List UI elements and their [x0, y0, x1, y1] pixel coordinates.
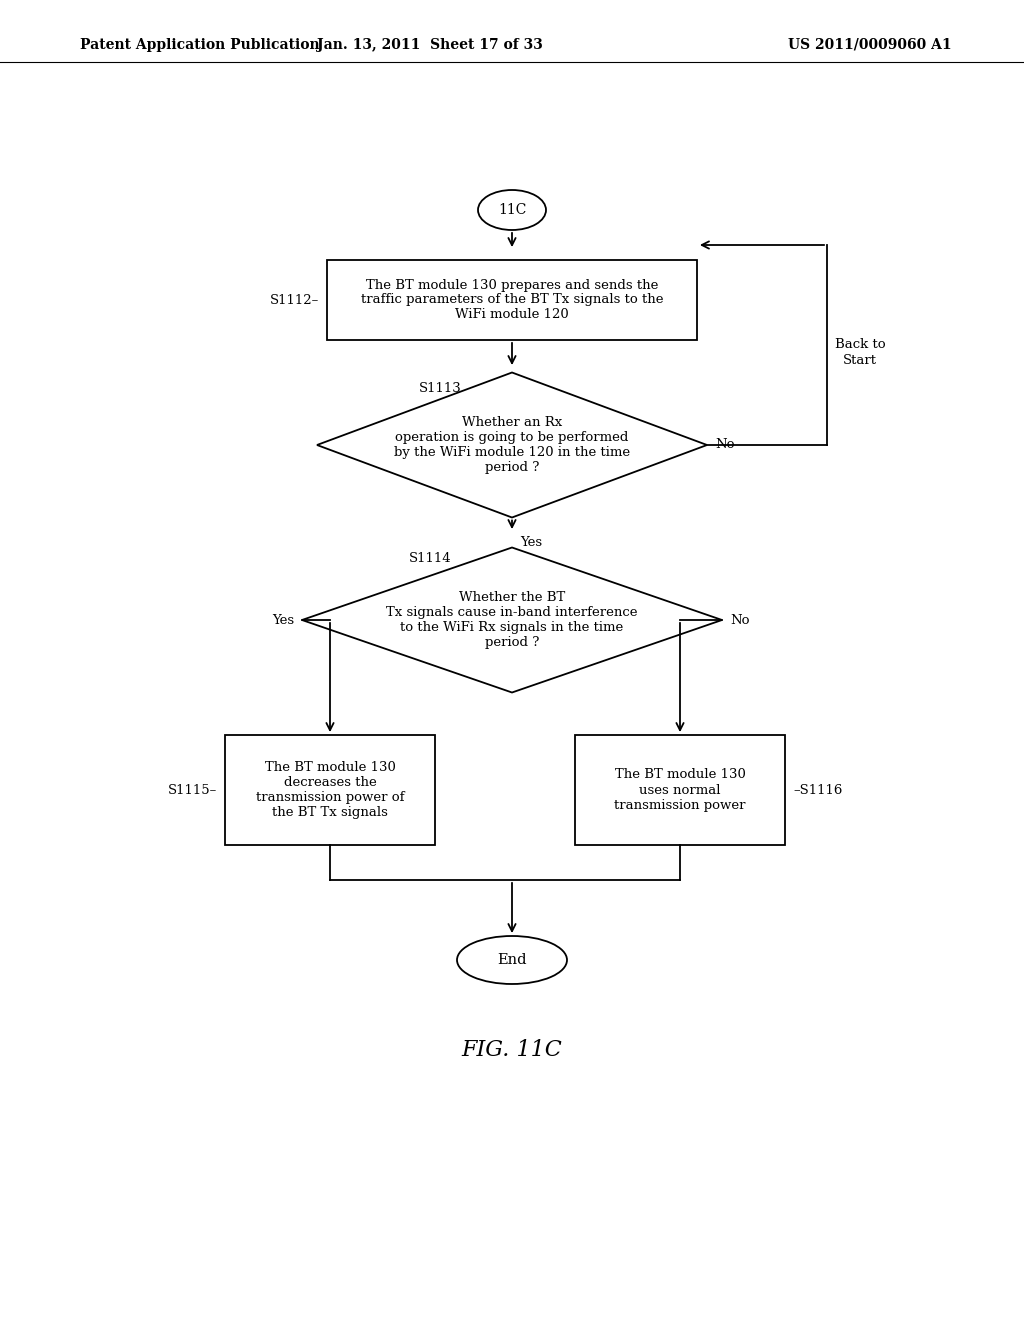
Polygon shape [317, 372, 707, 517]
Bar [225, 735, 435, 845]
Text: The BT module 130 prepares and sends the
traffic parameters of the BT Tx signals: The BT module 130 prepares and sends the… [360, 279, 664, 322]
Text: Yes: Yes [272, 614, 294, 627]
Text: US 2011/0009060 A1: US 2011/0009060 A1 [788, 38, 952, 51]
Text: Whether an Rx
operation is going to be performed
by the WiFi module 120 in the t: Whether an Rx operation is going to be p… [394, 416, 630, 474]
Text: The BT module 130
uses normal
transmission power: The BT module 130 uses normal transmissi… [614, 768, 745, 812]
Text: FIG. 11C: FIG. 11C [462, 1039, 562, 1061]
Text: S1113: S1113 [419, 383, 462, 396]
Bar [327, 260, 697, 341]
Text: End: End [498, 953, 526, 968]
Text: Whether the BT
Tx signals cause in-band interference
to the WiFi Rx signals in t: Whether the BT Tx signals cause in-band … [386, 591, 638, 649]
Text: S1114: S1114 [410, 553, 452, 565]
Text: Back to
Start: Back to Start [835, 338, 886, 367]
Text: No: No [730, 614, 750, 627]
Text: Yes: Yes [520, 536, 542, 549]
Bar [575, 735, 785, 845]
Text: Patent Application Publication: Patent Application Publication [80, 38, 319, 51]
Text: Jan. 13, 2011  Sheet 17 of 33: Jan. 13, 2011 Sheet 17 of 33 [317, 38, 543, 51]
Text: 11C: 11C [498, 203, 526, 216]
Text: The BT module 130
decreases the
transmission power of
the BT Tx signals: The BT module 130 decreases the transmis… [256, 762, 404, 818]
Text: S1115–: S1115– [168, 784, 217, 796]
Text: No: No [715, 438, 734, 451]
Ellipse shape [457, 936, 567, 983]
Ellipse shape [478, 190, 546, 230]
Polygon shape [302, 548, 722, 693]
Text: S1112–: S1112– [269, 293, 319, 306]
Text: –S1116: –S1116 [793, 784, 843, 796]
